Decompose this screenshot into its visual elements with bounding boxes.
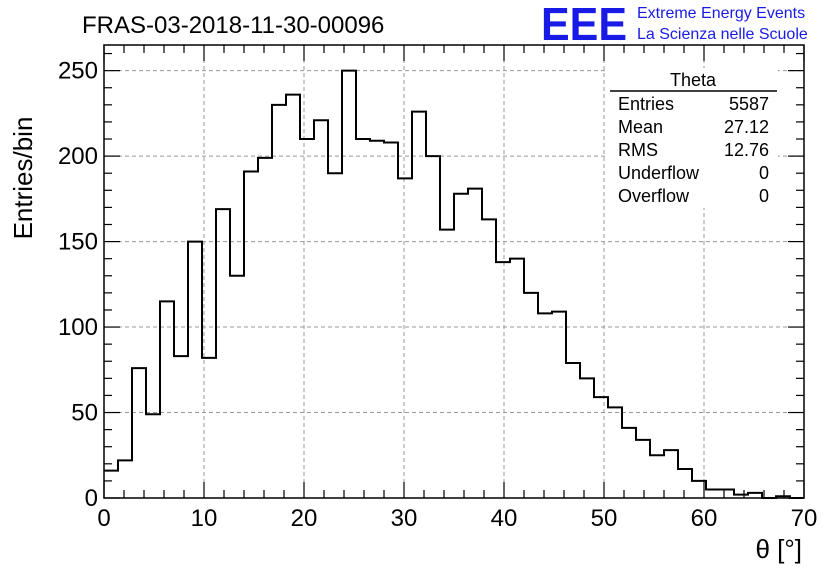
histogram-bin (566, 363, 580, 498)
histogram-bin (412, 112, 426, 498)
stats-label-underflow: Underflow (618, 163, 700, 183)
histogram-bin (580, 378, 594, 498)
histogram-bin (720, 489, 734, 498)
histogram-bin (398, 178, 412, 498)
x-tick-label: 0 (97, 505, 110, 532)
histogram-bin (636, 440, 650, 498)
axis-ticks (103, 45, 805, 499)
histogram-bin (608, 407, 622, 498)
histogram-bin (384, 142, 398, 498)
histogram-bin (468, 189, 482, 498)
histogram-bin (538, 313, 552, 498)
plot-frame (103, 44, 805, 499)
histogram-bin (160, 301, 174, 498)
histogram-bin (622, 428, 636, 498)
stats-label-overflow: Overflow (618, 186, 690, 206)
stats-box: Theta Entries 5587 Mean 27.12 RMS 12.76 … (608, 68, 778, 208)
stats-value-rms: 12.76 (724, 140, 769, 160)
stats-label-mean: Mean (618, 117, 663, 137)
histogram-bin (286, 95, 300, 498)
histogram-bin (300, 139, 314, 498)
logo-letters: EEE (541, 0, 627, 50)
y-tick-label: 50 (71, 400, 98, 427)
histogram-bin (258, 158, 272, 498)
histogram-bin (650, 455, 664, 498)
histogram-bin (454, 194, 468, 498)
histogram-bin (230, 276, 244, 498)
histogram-bin (118, 460, 132, 498)
histogram-bin (272, 105, 286, 498)
y-tick-label: 0 (85, 485, 98, 512)
histogram-bin (202, 358, 216, 498)
histogram-bin (132, 368, 146, 498)
tick-labels: 0 10 20 30 40 50 60 70 0 50 100 150 200 250 (58, 58, 817, 532)
histogram-series (104, 69, 804, 499)
histogram-bin (370, 141, 384, 498)
y-tick-label: 200 (58, 143, 98, 170)
histogram-bin (482, 219, 496, 498)
x-tick-label: 40 (491, 505, 518, 532)
x-axis-title: θ [°] (755, 534, 802, 564)
x-tick-label: 30 (391, 505, 418, 532)
y-tick-label: 100 (58, 314, 98, 341)
logo-line1: Extreme Energy Events (637, 5, 805, 22)
logo-line2: La Scienza nelle Scuole (637, 26, 808, 43)
y-tick-label: 150 (58, 229, 98, 256)
histogram-bin (440, 230, 454, 498)
x-tick-label: 20 (291, 505, 318, 532)
stats-label-entries: Entries (618, 94, 674, 114)
histogram-bin (706, 489, 720, 498)
eee-logo: EEE Extreme Energy Events La Scienza nel… (541, 0, 808, 50)
histogram-bin (244, 171, 258, 498)
stats-value-overflow: 0 (759, 186, 769, 206)
histogram-bin (188, 242, 202, 498)
histogram-bin (524, 293, 538, 498)
stats-value-mean: 27.12 (724, 117, 769, 137)
histogram-bin (664, 450, 678, 498)
histogram-bin (328, 173, 342, 498)
histogram-bin (552, 312, 566, 498)
histogram-bin (314, 120, 328, 498)
histogram-bin (104, 471, 118, 498)
y-tick-label: 250 (58, 58, 98, 85)
stats-box-title: Theta (670, 70, 717, 90)
y-axis-title: Entries/bin (8, 117, 38, 240)
chart-title: FRAS-03-2018-11-30-00096 (82, 12, 384, 39)
histogram-bin (496, 262, 510, 498)
x-tick-label: 10 (191, 505, 218, 532)
stats-value-underflow: 0 (759, 163, 769, 183)
histogram-bin (342, 71, 356, 498)
histogram-bin (174, 356, 188, 498)
stats-value-entries: 5587 (729, 94, 769, 114)
histogram-bin (356, 139, 370, 498)
histogram-bin (678, 469, 692, 498)
histogram-bin (510, 259, 524, 498)
stats-label-rms: RMS (618, 140, 658, 160)
x-tick-label: 50 (591, 505, 618, 532)
x-tick-label: 70 (791, 505, 818, 532)
histogram-bin (146, 414, 160, 498)
histogram-bin (216, 209, 230, 498)
x-tick-label: 60 (691, 505, 718, 532)
